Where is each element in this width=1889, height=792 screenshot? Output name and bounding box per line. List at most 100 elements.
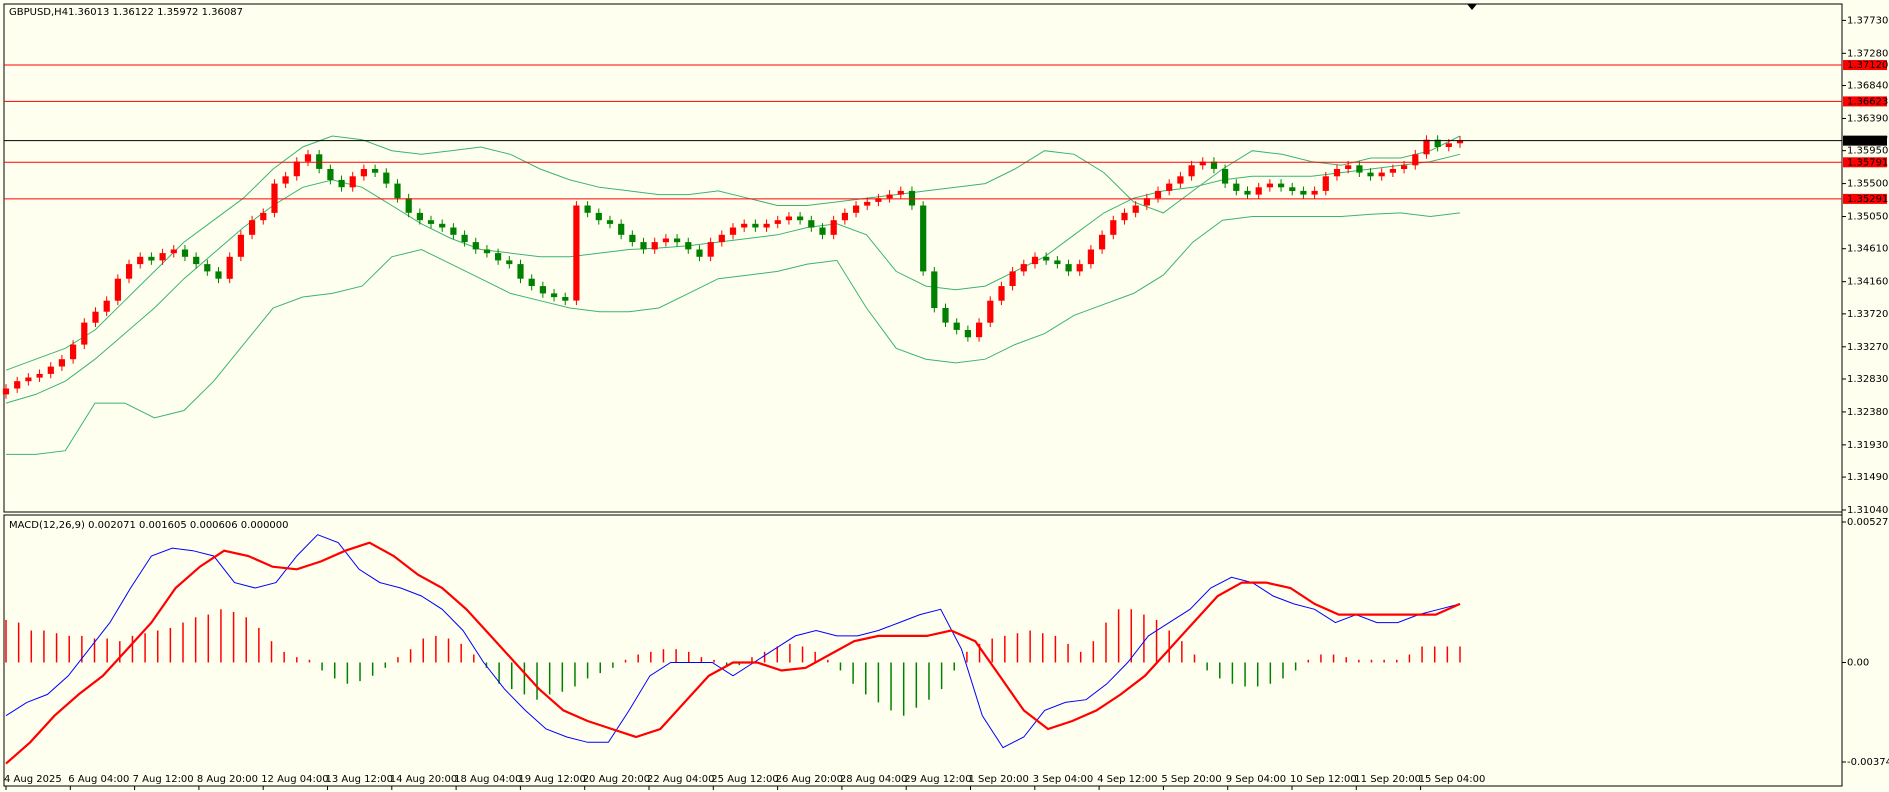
price-level-tag [1843, 193, 1887, 204]
candle-body [662, 238, 669, 243]
price-levels[interactable]: 1.37120 1.36623 1.35791 1.35291 1.36087 [4, 60, 1888, 205]
candle-body [383, 172, 390, 184]
candle-body [797, 216, 804, 221]
candle-body [1278, 183, 1285, 188]
current-price-label: 1.36087 [1847, 136, 1888, 147]
candle-body [920, 205, 927, 272]
candle-body [897, 190, 904, 195]
candle-body [170, 249, 177, 254]
time-tick-label: 5 Sep 20:00 [1161, 774, 1221, 785]
candle-body [1188, 165, 1195, 177]
candle-body [394, 183, 401, 199]
candle-body [1110, 220, 1117, 235]
candle-body [1244, 190, 1251, 195]
candle-body [1143, 198, 1150, 206]
candle-body [1233, 183, 1240, 191]
time-tick-label: 25 Aug 12:00 [711, 774, 778, 785]
candle-body [237, 234, 244, 257]
candle-body [137, 256, 144, 265]
candle-body [81, 322, 88, 345]
candle-body [1356, 165, 1363, 173]
time-axis: 4 Aug 2025 6 Aug 04:00 7 Aug 12:00 8 Aug 20… [4, 774, 1485, 790]
macd-tick-label: 0.00 [1847, 657, 1869, 668]
candle-body [1311, 190, 1318, 195]
candle-body [752, 223, 759, 228]
time-tick-label: 12 Aug 04:00 [261, 774, 328, 785]
candle-body [674, 238, 681, 243]
candle-body [1043, 256, 1050, 261]
price-tick-label: 1.32380 [1847, 407, 1888, 418]
candle-body [1166, 183, 1173, 191]
time-tick-label: 9 Sep 04:00 [1226, 774, 1286, 785]
candle-body [819, 227, 826, 235]
candle-body [998, 286, 1005, 301]
candle-body [551, 293, 558, 298]
price-tick-label: 1.35500 [1847, 179, 1888, 190]
candle-body [405, 198, 412, 213]
candle-body [774, 220, 781, 224]
candle-body [282, 176, 289, 184]
candle-body [1199, 161, 1206, 166]
candle-body [841, 212, 848, 221]
candle-body [1300, 190, 1307, 195]
candle-body [483, 249, 491, 254]
candle-body [193, 256, 200, 265]
candle-body [461, 234, 468, 243]
price-level-label: 1.35291 [1847, 194, 1888, 205]
candle-body [148, 256, 155, 261]
time-tick-label: 11 Sep 20:00 [1354, 774, 1421, 785]
candle-body [953, 322, 960, 330]
candle-body [2, 388, 10, 395]
candle-body [260, 212, 267, 221]
candle-body [931, 271, 938, 308]
price-tick-label: 1.36390 [1847, 113, 1888, 124]
candle-body [741, 223, 748, 228]
candle-body [908, 190, 916, 206]
candle-body [763, 223, 770, 228]
candle-body [416, 212, 423, 221]
candle-body [58, 359, 65, 367]
candle-body [1434, 139, 1441, 147]
candle-body [1065, 264, 1072, 272]
candle-body [1445, 143, 1452, 147]
band-upper [5, 135, 1461, 371]
price-tick-label: 1.31490 [1847, 472, 1888, 483]
candle-body [372, 169, 379, 173]
band-lower [6, 212, 1461, 455]
candle-body [864, 201, 871, 206]
candle-body [1121, 212, 1128, 221]
macd-label: MACD(12,26,9) 0.002071 0.001605 0.000606… [9, 520, 289, 531]
price-tick-label: 1.33270 [1847, 342, 1888, 353]
time-tick-label: 13 Aug 12:00 [326, 774, 393, 785]
time-tick-label: 20 Aug 20:00 [583, 774, 650, 785]
candle-body [976, 322, 983, 338]
candle-body [25, 377, 32, 382]
candle-body [964, 330, 971, 338]
price-tick-label: 1.33720 [1847, 309, 1888, 320]
candle-body [1177, 176, 1184, 184]
macd-indicator [5, 534, 1461, 765]
candle-body [1367, 172, 1374, 177]
candle-body [338, 179, 345, 188]
candle-body [707, 242, 714, 257]
band-middle [5, 153, 1461, 404]
macd-tick-label: 0.005279 [1847, 517, 1889, 528]
candle-body [1076, 264, 1083, 272]
candle-body [1031, 256, 1039, 265]
candle-body [1222, 169, 1229, 184]
candle-body [427, 220, 435, 224]
candle-body [808, 220, 815, 228]
candle-body [942, 308, 949, 323]
candle-body [1154, 190, 1162, 199]
candle-body [114, 278, 121, 301]
candle-body [573, 205, 580, 301]
candle-body [36, 373, 43, 378]
candle-body [249, 220, 256, 235]
candle-body [1401, 165, 1408, 169]
shift-marker-icon[interactable] [1467, 4, 1477, 10]
time-tick-label: 29 Aug 12:00 [904, 774, 971, 785]
candle-body [528, 278, 535, 286]
price-tick-label: 1.37730 [1847, 15, 1888, 26]
price-level-tag [1843, 96, 1887, 107]
